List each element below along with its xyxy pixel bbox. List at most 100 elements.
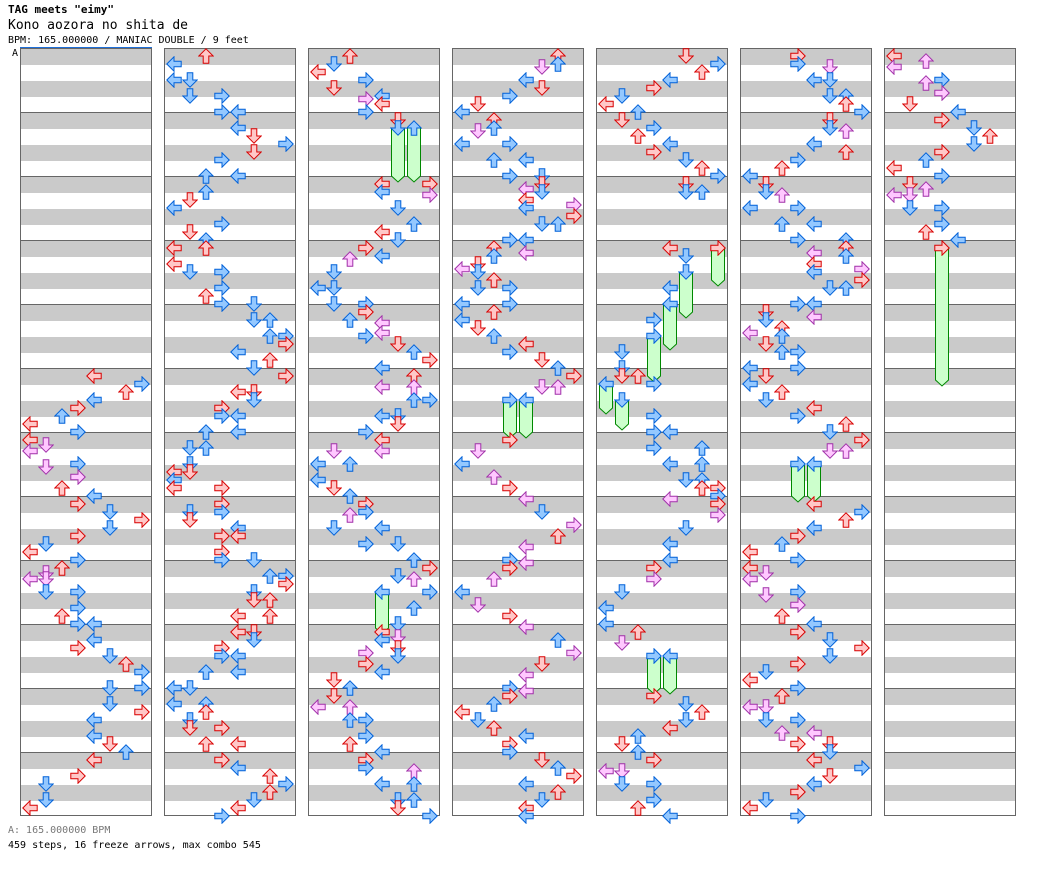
up-arrow-icon <box>486 272 502 288</box>
right-arrow-icon <box>790 624 806 640</box>
up-arrow-icon <box>550 56 566 72</box>
right-arrow-icon <box>790 200 806 216</box>
right-arrow-icon <box>566 368 582 384</box>
up-arrow-icon <box>630 728 646 744</box>
freeze-arrow-body <box>935 248 949 387</box>
down-arrow-icon <box>534 184 550 200</box>
left-arrow-icon <box>22 416 38 432</box>
right-arrow-icon <box>934 85 950 102</box>
up-arrow-icon <box>262 784 278 800</box>
down-arrow-icon <box>182 440 198 456</box>
down-arrow-icon <box>182 192 198 208</box>
right-arrow-icon <box>646 424 662 440</box>
up-arrow-icon <box>838 442 854 459</box>
right-arrow-icon <box>214 296 230 312</box>
down-arrow-icon <box>326 56 342 72</box>
up-arrow-icon <box>630 800 646 816</box>
down-arrow-icon <box>182 504 198 520</box>
freeze-arrow-body <box>663 656 677 695</box>
down-arrow-icon <box>390 568 406 584</box>
right-arrow-icon <box>214 280 230 296</box>
left-arrow-icon <box>598 762 614 779</box>
right-arrow-icon <box>278 136 294 152</box>
left-arrow-icon <box>310 456 326 472</box>
up-arrow-icon <box>486 469 502 486</box>
right-arrow-icon <box>278 368 294 384</box>
left-arrow-icon <box>454 312 470 328</box>
measure-line <box>21 240 151 241</box>
chart-column <box>884 48 1016 816</box>
up-arrow-icon <box>406 776 422 792</box>
right-arrow-icon <box>790 712 806 728</box>
chart-info: BPM: 165.000000 / MANIAC DOUBLE / 9 feet <box>8 35 249 46</box>
down-arrow-icon <box>758 664 774 680</box>
left-arrow-icon <box>374 96 390 112</box>
left-arrow-icon <box>230 624 246 640</box>
right-arrow-icon <box>358 424 374 440</box>
right-arrow-icon <box>214 480 230 496</box>
right-arrow-icon <box>214 528 230 544</box>
right-arrow-icon <box>214 752 230 768</box>
measure-line <box>741 560 871 561</box>
down-arrow-icon <box>534 792 550 808</box>
up-arrow-icon <box>838 416 854 432</box>
down-arrow-icon <box>38 570 54 587</box>
left-arrow-icon <box>518 554 534 571</box>
left-arrow-icon <box>230 408 246 424</box>
up-arrow-icon <box>406 392 422 408</box>
left-arrow-icon <box>662 648 678 664</box>
right-arrow-icon <box>854 760 870 776</box>
measure-line <box>165 112 295 113</box>
right-arrow-icon <box>214 552 230 568</box>
right-arrow-icon <box>854 432 870 448</box>
down-arrow-icon <box>758 184 774 200</box>
down-arrow-icon <box>470 96 486 112</box>
measure-line <box>21 112 151 113</box>
down-arrow-icon <box>678 696 694 712</box>
left-arrow-icon <box>950 104 966 120</box>
up-arrow-icon <box>262 312 278 328</box>
chart-stats: 459 steps, 16 freeze arrows, max combo 5… <box>8 840 261 851</box>
down-arrow-icon <box>390 232 406 248</box>
up-arrow-icon <box>486 304 502 320</box>
measure-line <box>21 560 151 561</box>
down-arrow-icon <box>534 168 550 184</box>
down-arrow-icon <box>182 224 198 240</box>
down-arrow-icon <box>326 672 342 688</box>
up-arrow-icon <box>262 352 278 368</box>
down-arrow-icon <box>182 264 198 280</box>
down-arrow-icon <box>38 792 54 808</box>
up-arrow-icon <box>342 312 358 328</box>
up-arrow-icon <box>838 122 854 139</box>
down-arrow-icon <box>534 378 550 395</box>
measure-line <box>453 304 583 305</box>
down-arrow-icon <box>470 122 486 139</box>
down-arrow-icon <box>614 736 630 752</box>
up-arrow-icon <box>774 186 790 203</box>
measure-line <box>741 688 871 689</box>
up-arrow-icon <box>118 384 134 400</box>
right-arrow-icon <box>134 512 150 528</box>
right-arrow-icon <box>502 432 518 448</box>
down-arrow-icon <box>182 464 198 480</box>
measure-line <box>597 560 727 561</box>
right-arrow-icon <box>502 136 518 152</box>
left-arrow-icon <box>86 368 102 384</box>
down-arrow-icon <box>246 296 262 312</box>
down-arrow-icon <box>102 736 118 752</box>
measure-line <box>885 752 1015 753</box>
right-arrow-icon <box>358 240 374 256</box>
down-arrow-icon <box>614 776 630 792</box>
down-arrow-icon <box>470 256 486 272</box>
left-arrow-icon <box>22 800 38 816</box>
left-arrow-icon <box>230 736 246 752</box>
measure-line <box>309 112 439 113</box>
down-arrow-icon <box>822 648 838 664</box>
bpm-change-line <box>20 47 152 48</box>
right-arrow-icon <box>70 768 86 784</box>
up-arrow-icon <box>342 48 358 64</box>
left-arrow-icon <box>374 184 390 200</box>
up-arrow-icon <box>694 440 710 456</box>
measure-line <box>21 176 151 177</box>
right-arrow-icon <box>358 328 374 344</box>
